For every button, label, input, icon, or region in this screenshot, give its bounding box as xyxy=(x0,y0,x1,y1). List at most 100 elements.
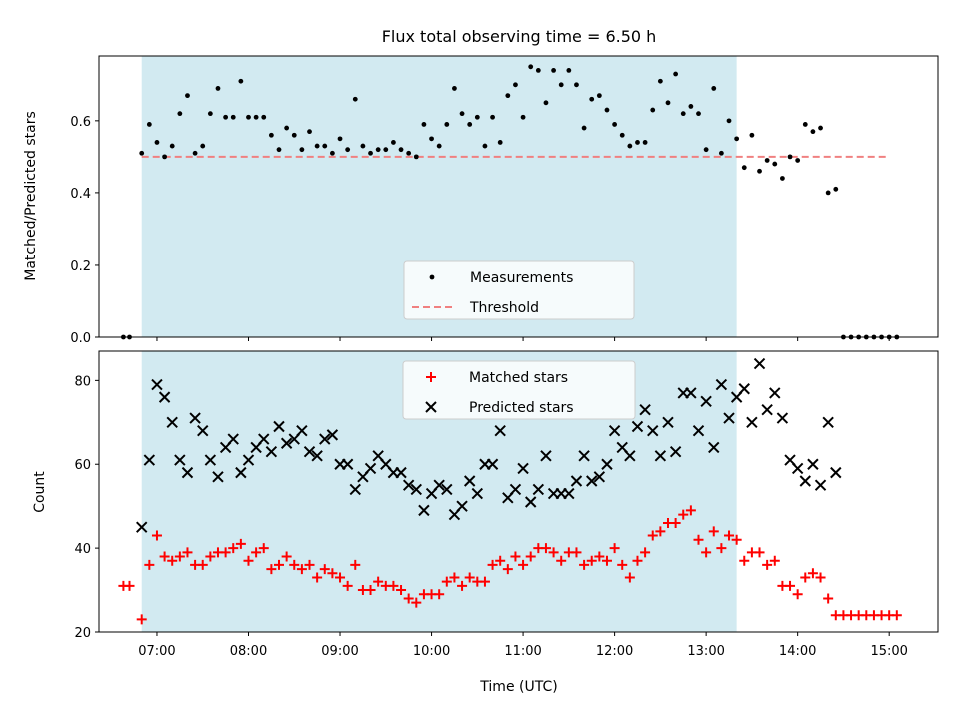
bottom-plus-point-59 xyxy=(571,547,582,558)
xtick-label-7: 14:00 xyxy=(779,644,816,659)
top-dot-point-85 xyxy=(772,161,778,167)
bottom-x-point-28 xyxy=(349,483,361,496)
bottom-legend-box xyxy=(402,360,636,420)
bottom-plus-point-37 xyxy=(403,593,414,604)
top-dot-point-72 xyxy=(673,71,679,77)
bottom-x-point-43 xyxy=(463,475,476,487)
bottom-plus-point-45 xyxy=(464,572,475,583)
bottom-x-point-80 xyxy=(746,416,758,429)
top-dot-point-32 xyxy=(368,150,373,156)
top-legend-label-0: Measurements xyxy=(470,270,573,286)
top-dot-point-69 xyxy=(650,107,656,113)
bottom-series-1 xyxy=(136,357,842,533)
top-dot-point-22 xyxy=(291,132,297,138)
bottom-x-point-12 xyxy=(227,433,239,445)
bottom-legend: Matched stars Predicted stars xyxy=(402,360,636,420)
bottom-x-point-7 xyxy=(189,412,201,424)
top-legend: Measurements Threshold xyxy=(403,260,635,320)
bottom-plus-point-89 xyxy=(800,572,811,583)
bottom-ytick-label-1: 40 xyxy=(74,542,91,557)
bottom-plus-point-65 xyxy=(617,559,628,570)
bottom-plus-point-15 xyxy=(235,538,246,549)
bottom-plus-point-21 xyxy=(281,551,292,562)
bottom-x-point-4 xyxy=(166,416,178,429)
bottom-legend-label-1: Predicted stars xyxy=(469,400,574,416)
top-dot-point-90 xyxy=(810,129,816,135)
bottom-plus-point-51 xyxy=(510,551,521,562)
top-panel: 0.0 0.2 0.4 0.6 Measurements Threshold xyxy=(70,55,939,346)
bottom-x-point-56 xyxy=(563,487,575,500)
bottom-plus-point-60 xyxy=(579,559,590,570)
bottom-x-point-89 xyxy=(814,479,827,491)
bottom-x-point-75 xyxy=(708,441,720,454)
bottom-plus-point-18 xyxy=(258,543,269,554)
bottom-plus-point-13 xyxy=(220,547,231,558)
bottom-x-point-3 xyxy=(158,391,171,403)
top-dot-point-80 xyxy=(734,136,740,142)
bottom-x-point-30 xyxy=(364,462,377,475)
bottom-x-point-42 xyxy=(456,500,468,512)
bottom-x-point-13 xyxy=(235,466,247,479)
bottom-plus-point-84 xyxy=(762,559,773,570)
bottom-x-point-8 xyxy=(197,424,209,437)
bottom-plus-point-23 xyxy=(296,564,307,575)
chart-title: Flux total observing time = 6.50 h xyxy=(382,27,657,46)
xtick-label-3: 10:00 xyxy=(413,644,450,659)
bottom-plus-point-30 xyxy=(350,559,361,570)
bottom-plus-point-7 xyxy=(174,551,185,562)
bottom-x-point-79 xyxy=(738,383,750,395)
bottom-plus-point-75 xyxy=(693,534,704,545)
top-dot-point-74 xyxy=(688,104,694,109)
bottom-x-point-76 xyxy=(715,378,728,391)
bottom-x-point-34 xyxy=(395,466,407,479)
bottom-x-point-47 xyxy=(494,424,506,437)
top-dot-point-26 xyxy=(322,143,328,149)
top-legend-marker-0 xyxy=(429,274,435,280)
bottom-x-point-53 xyxy=(540,450,552,462)
top-dot-point-87 xyxy=(787,154,793,160)
top-dot-point-89 xyxy=(802,122,808,127)
bottom-plus-point-52 xyxy=(518,559,529,570)
bottom-plus-point-67 xyxy=(632,555,643,566)
top-dot-point-30 xyxy=(352,96,358,102)
bottom-plus-point-73 xyxy=(678,509,689,520)
top-legend-label-1: Threshold xyxy=(469,300,539,316)
bottom-panel: 20 40 60 80 07:00 08:00 09:00 10:00 11:00 12:00 13… xyxy=(74,350,939,659)
bottom-x-point-70 xyxy=(669,445,682,458)
top-dot-point-38 xyxy=(413,154,419,160)
top-dot-point-70 xyxy=(657,78,663,84)
bottom-x-point-1 xyxy=(143,454,156,466)
bottom-x-point-22 xyxy=(303,445,316,458)
xtick-label-0: 07:00 xyxy=(138,644,175,659)
bottom-plus-point-101 xyxy=(891,610,902,621)
bottom-x-point-67 xyxy=(647,424,659,437)
bottom-plus-point-16 xyxy=(243,555,254,566)
bottom-axes-frame xyxy=(98,350,939,633)
bottom-plus-point-8 xyxy=(182,547,193,558)
bottom-plus-point-32 xyxy=(365,585,376,596)
xtick-label-8: 15:00 xyxy=(870,644,907,659)
bottom-plus-point-42 xyxy=(441,576,452,587)
top-dot-point-51 xyxy=(513,82,518,88)
bottom-plus-point-35 xyxy=(388,580,399,591)
bottom-x-point-44 xyxy=(471,487,484,500)
top-dot-point-16 xyxy=(246,114,251,120)
bottom-x-point-83 xyxy=(769,387,781,399)
top-dot-point-77 xyxy=(711,86,717,91)
top-dot-point-73 xyxy=(680,111,686,117)
top-dot-point-21 xyxy=(284,125,290,131)
top-dot-point-50 xyxy=(505,93,511,99)
bottom-plus-point-33 xyxy=(373,576,384,587)
top-dot-point-41 xyxy=(436,143,442,149)
top-dot-point-20 xyxy=(276,147,282,153)
bottom-x-point-5 xyxy=(174,454,186,466)
bottom-x-point-25 xyxy=(326,429,339,441)
bottom-series-0 xyxy=(118,505,902,625)
xtick-label-5: 12:00 xyxy=(596,644,633,659)
top-dot-point-44 xyxy=(459,111,465,117)
bottom-x-point-23 xyxy=(311,450,323,462)
bottom-plus-point-76 xyxy=(701,547,712,558)
bottom-x-point-19 xyxy=(280,437,293,449)
top-dot-point-11 xyxy=(207,111,213,117)
bottom-plus-point-11 xyxy=(205,551,216,562)
